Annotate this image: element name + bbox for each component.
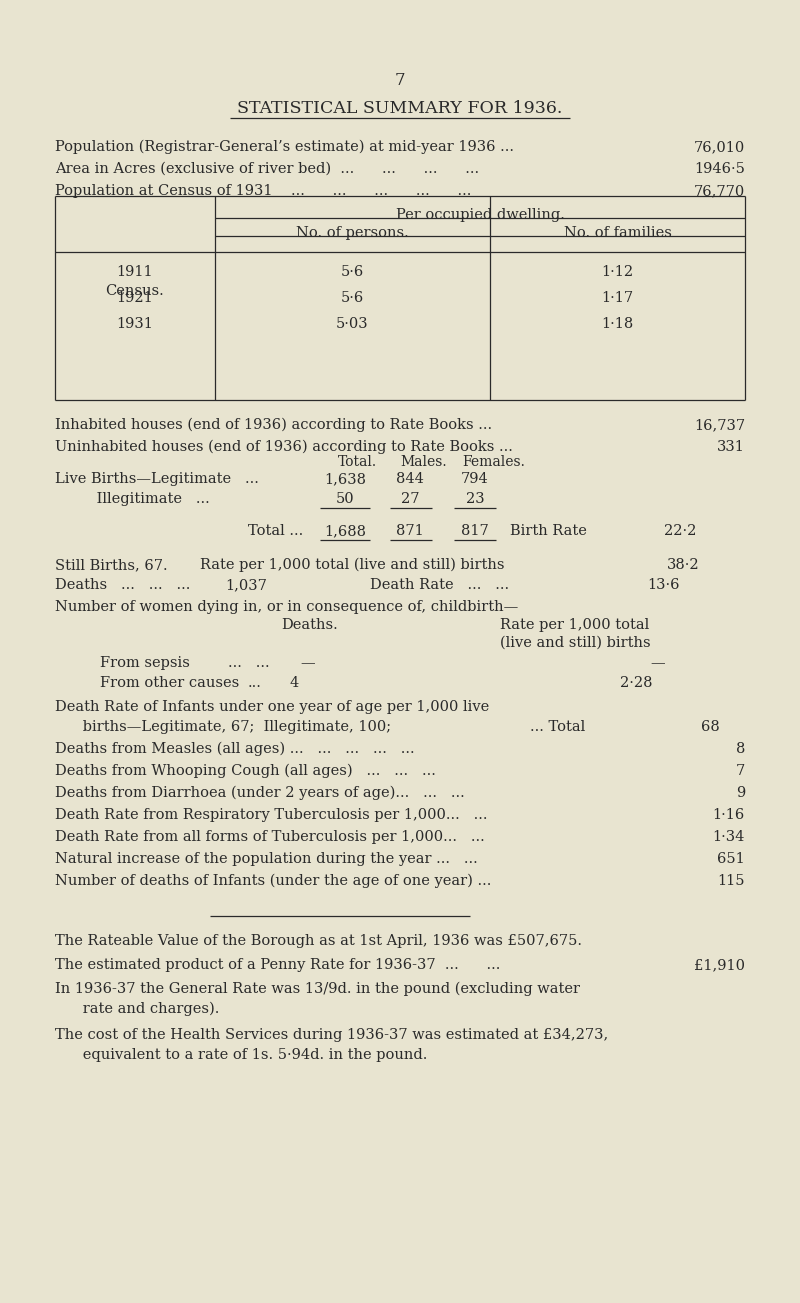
Text: No. of persons.: No. of persons. — [296, 225, 409, 240]
Text: Total.: Total. — [338, 455, 377, 469]
Text: 5·03: 5·03 — [336, 317, 369, 331]
Text: 871: 871 — [396, 524, 424, 538]
Text: Death Rate from Respiratory Tuberculosis per 1,000...   ...: Death Rate from Respiratory Tuberculosis… — [55, 808, 487, 822]
Text: 50: 50 — [336, 493, 354, 506]
Text: 331: 331 — [717, 440, 745, 453]
Text: 76,770: 76,770 — [694, 184, 745, 198]
Text: 1·17: 1·17 — [602, 291, 634, 305]
Text: 76,010: 76,010 — [694, 139, 745, 154]
Text: Live Births—Legitimate   ...: Live Births—Legitimate ... — [55, 472, 259, 486]
Text: 68: 68 — [702, 721, 720, 734]
Text: Birth Rate: Birth Rate — [510, 524, 587, 538]
Text: Rate per 1,000 total: Rate per 1,000 total — [500, 618, 650, 632]
Text: Females.: Females. — [462, 455, 525, 469]
Text: —: — — [300, 655, 314, 670]
Text: 1·34: 1·34 — [713, 830, 745, 844]
Text: STATISTICAL SUMMARY FOR 1936.: STATISTICAL SUMMARY FOR 1936. — [238, 100, 562, 117]
Text: Still Births, 67.: Still Births, 67. — [55, 558, 168, 572]
Text: ...: ... — [248, 676, 262, 691]
Text: 9: 9 — [736, 786, 745, 800]
Text: 38·2: 38·2 — [667, 558, 700, 572]
Text: 8: 8 — [736, 741, 745, 756]
Text: 7: 7 — [736, 764, 745, 778]
Text: Deaths from Diarrhoea (under 2 years of age)...   ...   ...: Deaths from Diarrhoea (under 2 years of … — [55, 786, 465, 800]
Text: From sepsis: From sepsis — [100, 655, 190, 670]
Text: ...   ...: ... ... — [228, 655, 270, 670]
Text: 4: 4 — [290, 676, 299, 691]
Text: Population (Registrar-General’s estimate) at mid-year 1936 ...: Population (Registrar-General’s estimate… — [55, 139, 514, 154]
Text: 115: 115 — [718, 874, 745, 889]
Text: 5·6: 5·6 — [341, 291, 364, 305]
Text: 7: 7 — [394, 72, 406, 89]
Text: The Rateable Value of the Borough as at 1st April, 1936 was £507,675.: The Rateable Value of the Borough as at … — [55, 934, 582, 949]
Text: Population at Census of 1931    ...      ...      ...      ...      ...: Population at Census of 1931 ... ... ...… — [55, 184, 471, 198]
Text: Deaths.: Deaths. — [282, 618, 338, 632]
Text: 1946·5: 1946·5 — [694, 162, 745, 176]
Text: From other causes: From other causes — [100, 676, 239, 691]
Text: —: — — [650, 655, 665, 670]
Text: Illegitimate   ...: Illegitimate ... — [55, 493, 210, 506]
Text: 1,638: 1,638 — [324, 472, 366, 486]
Text: 1921: 1921 — [117, 291, 154, 305]
Text: births—Legitimate, 67;  Illegitimate, 100;: births—Legitimate, 67; Illegitimate, 100… — [55, 721, 391, 734]
Text: 1931: 1931 — [117, 317, 154, 331]
Text: Deaths from Measles (all ages) ...   ...   ...   ...   ...: Deaths from Measles (all ages) ... ... .… — [55, 741, 414, 756]
Text: Males.: Males. — [400, 455, 446, 469]
Text: rate and charges).: rate and charges). — [55, 1002, 219, 1016]
Text: 2·28: 2·28 — [620, 676, 653, 691]
Text: (live and still) births: (live and still) births — [500, 636, 650, 650]
Text: 844: 844 — [396, 472, 424, 486]
Text: Number of deaths of Infants (under the age of one year) ...: Number of deaths of Infants (under the a… — [55, 874, 491, 889]
Text: ... Total: ... Total — [530, 721, 586, 734]
Text: Total ...: Total ... — [248, 524, 303, 538]
Text: Area in Acres (exclusive of river bed)  ...      ...      ...      ...: Area in Acres (exclusive of river bed) .… — [55, 162, 479, 176]
Text: 1,688: 1,688 — [324, 524, 366, 538]
Text: Per occupied dwelling.: Per occupied dwelling. — [395, 208, 565, 222]
Text: 27: 27 — [401, 493, 419, 506]
Text: Death Rate   ...   ...: Death Rate ... ... — [370, 579, 509, 592]
Text: Death Rate from all forms of Tuberculosis per 1,000...   ...: Death Rate from all forms of Tuberculosi… — [55, 830, 485, 844]
Text: Deaths from Whooping Cough (all ages)   ...   ...   ...: Deaths from Whooping Cough (all ages) ..… — [55, 764, 436, 778]
Text: Natural increase of the population during the year ...   ...: Natural increase of the population durin… — [55, 852, 478, 866]
Text: 16,737: 16,737 — [694, 418, 745, 433]
Text: In 1936-37 the General Rate was 13/9d. in the pound (excluding water: In 1936-37 the General Rate was 13/9d. i… — [55, 982, 580, 997]
Text: 651: 651 — [718, 852, 745, 866]
Text: 794: 794 — [461, 472, 489, 486]
Text: 13·6: 13·6 — [647, 579, 680, 592]
Text: 1,037: 1,037 — [225, 579, 267, 592]
Text: The estimated product of a Penny Rate for 1936-37  ...      ...: The estimated product of a Penny Rate fo… — [55, 958, 500, 972]
Text: 1·16: 1·16 — [713, 808, 745, 822]
Text: No. of families: No. of families — [563, 225, 671, 240]
Text: Census.: Census. — [106, 284, 164, 298]
Text: 22·2: 22·2 — [664, 524, 696, 538]
Text: 1·18: 1·18 — [602, 317, 634, 331]
Text: 23: 23 — [466, 493, 484, 506]
Text: 5·6: 5·6 — [341, 265, 364, 279]
Text: Inhabited houses (end of 1936) according to Rate Books ...: Inhabited houses (end of 1936) according… — [55, 418, 492, 433]
Text: 1·12: 1·12 — [602, 265, 634, 279]
Text: 817: 817 — [461, 524, 489, 538]
Text: Number of women dying in, or in consequence of, childbirth—: Number of women dying in, or in conseque… — [55, 599, 518, 614]
Text: Death Rate of Infants under one year of age per 1,000 live: Death Rate of Infants under one year of … — [55, 700, 490, 714]
Text: Uninhabited houses (end of 1936) according to Rate Books ...: Uninhabited houses (end of 1936) accordi… — [55, 440, 513, 455]
Text: The cost of the Health Services during 1936-37 was estimated at £34,273,: The cost of the Health Services during 1… — [55, 1028, 608, 1042]
Text: Rate per 1,000 total (live and still) births: Rate per 1,000 total (live and still) bi… — [200, 558, 505, 572]
Text: Deaths   ...   ...   ...: Deaths ... ... ... — [55, 579, 190, 592]
Text: equivalent to a rate of 1s. 5·94d. in the pound.: equivalent to a rate of 1s. 5·94d. in th… — [55, 1048, 427, 1062]
Text: 1911: 1911 — [117, 265, 154, 279]
Text: £1,910: £1,910 — [694, 958, 745, 972]
